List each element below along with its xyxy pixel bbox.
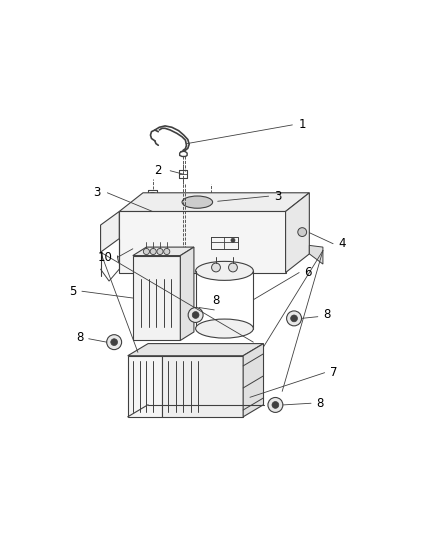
Circle shape: [164, 248, 170, 255]
Circle shape: [157, 248, 163, 255]
Text: 3: 3: [93, 187, 101, 199]
Circle shape: [212, 263, 220, 272]
Text: 4: 4: [338, 237, 346, 250]
Ellipse shape: [196, 261, 253, 280]
Polygon shape: [243, 344, 264, 417]
Circle shape: [272, 401, 279, 408]
Circle shape: [107, 335, 122, 350]
Polygon shape: [101, 212, 119, 252]
Circle shape: [298, 228, 307, 237]
Circle shape: [229, 263, 237, 272]
Ellipse shape: [182, 196, 212, 208]
Circle shape: [268, 398, 283, 413]
Polygon shape: [133, 247, 194, 256]
Polygon shape: [309, 245, 323, 264]
Text: 7: 7: [330, 366, 337, 379]
Text: 8: 8: [316, 397, 324, 410]
Text: 6: 6: [304, 266, 312, 279]
Ellipse shape: [196, 319, 253, 338]
Polygon shape: [128, 356, 162, 417]
Text: 8: 8: [212, 294, 220, 306]
Circle shape: [192, 312, 199, 318]
Circle shape: [111, 339, 117, 345]
Circle shape: [291, 315, 297, 322]
Text: 1: 1: [299, 118, 307, 132]
Polygon shape: [119, 212, 286, 272]
Circle shape: [143, 248, 149, 255]
Text: 8: 8: [323, 309, 330, 321]
Circle shape: [231, 238, 235, 243]
Polygon shape: [162, 356, 243, 417]
Text: 10: 10: [98, 251, 113, 264]
Polygon shape: [180, 247, 194, 341]
Circle shape: [188, 308, 203, 322]
Polygon shape: [133, 256, 180, 341]
Text: 5: 5: [70, 285, 77, 298]
Text: 3: 3: [274, 190, 281, 203]
Circle shape: [150, 248, 156, 255]
Circle shape: [286, 311, 301, 326]
Text: 8: 8: [76, 330, 84, 344]
Text: 2: 2: [154, 164, 162, 177]
Polygon shape: [128, 344, 264, 356]
Polygon shape: [286, 193, 309, 272]
Polygon shape: [119, 193, 309, 212]
